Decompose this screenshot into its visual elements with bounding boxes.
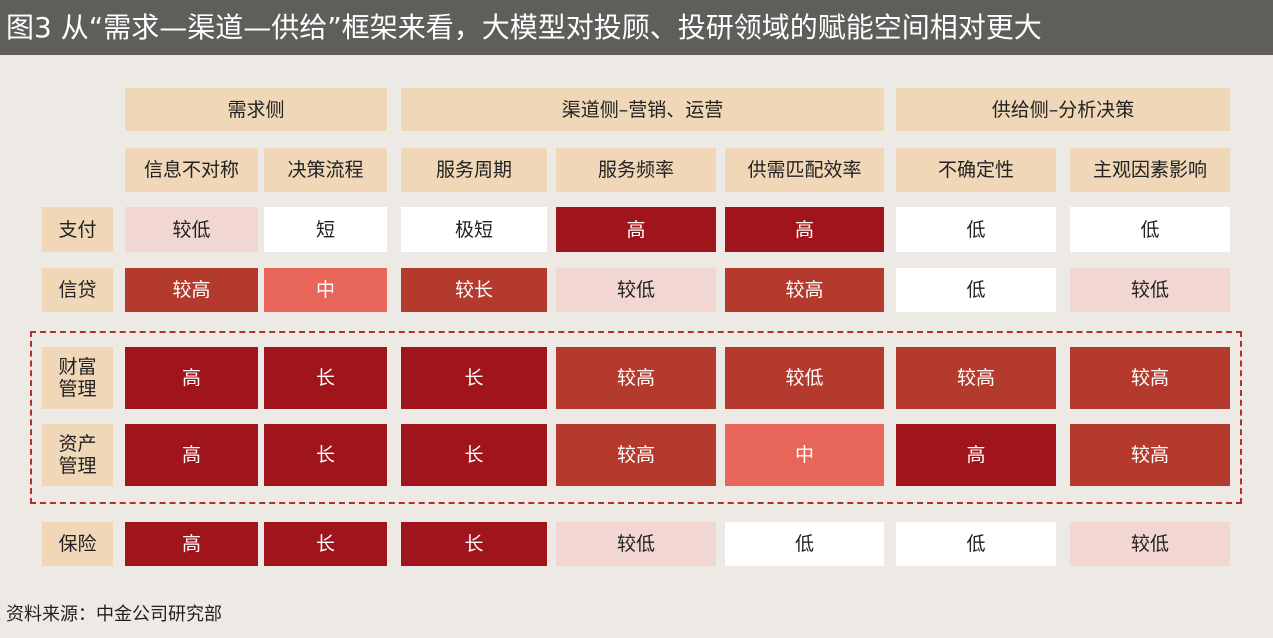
column-header: 信息不对称 xyxy=(125,148,258,192)
table-cell: 较低 xyxy=(556,268,716,312)
table-cell: 较低 xyxy=(725,347,884,409)
table-cell: 低 xyxy=(896,268,1056,312)
column-header: 主观因素影响 xyxy=(1070,148,1230,192)
table-cell: 较低 xyxy=(556,522,716,566)
column-header: 服务周期 xyxy=(401,148,547,192)
row-label: 保险 xyxy=(42,522,113,566)
table-cell: 较高 xyxy=(1070,347,1230,409)
table-cell: 长 xyxy=(264,522,387,566)
row-label: 资产 管理 xyxy=(42,424,113,486)
row-label: 支付 xyxy=(42,207,113,252)
table-cell: 中 xyxy=(264,268,387,312)
table-cell: 低 xyxy=(896,522,1056,566)
table-cell: 长 xyxy=(401,424,547,486)
highlight-box-wealth-asset-management xyxy=(30,331,1242,504)
row-label: 财富 管理 xyxy=(42,347,113,409)
column-header: 供需匹配效率 xyxy=(725,148,884,192)
table-cell: 长 xyxy=(401,347,547,409)
table-cell: 低 xyxy=(896,207,1056,252)
table-cell: 高 xyxy=(125,347,258,409)
table-cell: 较高 xyxy=(556,424,716,486)
table-cell: 高 xyxy=(896,424,1056,486)
figure-title: 图3 从“需求—渠道—供给”框架来看，大模型对投顾、投研领域的赋能空间相对更大 xyxy=(0,0,1273,55)
table-cell: 较高 xyxy=(896,347,1056,409)
group-header: 渠道侧–营销、运营 xyxy=(401,88,884,131)
column-header: 决策流程 xyxy=(264,148,387,192)
table-cell: 较高 xyxy=(556,347,716,409)
source-note: 资料来源：中金公司研究部 xyxy=(6,604,222,625)
table-cell: 较低 xyxy=(125,207,258,252)
table-cell: 低 xyxy=(1070,207,1230,252)
table-cell: 较低 xyxy=(1070,522,1230,566)
table-cell: 较高 xyxy=(1070,424,1230,486)
table-cell: 较长 xyxy=(401,268,547,312)
table-cell: 高 xyxy=(125,522,258,566)
table-cell: 长 xyxy=(401,522,547,566)
table-cell: 极短 xyxy=(401,207,547,252)
table-cell: 较高 xyxy=(725,268,884,312)
table-cell: 高 xyxy=(725,207,884,252)
table-cell: 短 xyxy=(264,207,387,252)
group-header: 供给侧–分析决策 xyxy=(896,88,1230,131)
table-cell: 中 xyxy=(725,424,884,486)
column-header: 不确定性 xyxy=(896,148,1056,192)
table-cell: 低 xyxy=(725,522,884,566)
group-header: 需求侧 xyxy=(125,88,387,131)
table-cell: 较低 xyxy=(1070,268,1230,312)
column-header: 服务频率 xyxy=(556,148,716,192)
table-cell: 高 xyxy=(556,207,716,252)
table-cell: 长 xyxy=(264,424,387,486)
row-label: 信贷 xyxy=(42,268,113,312)
table-cell: 较高 xyxy=(125,268,258,312)
table-cell: 高 xyxy=(125,424,258,486)
table-cell: 长 xyxy=(264,347,387,409)
